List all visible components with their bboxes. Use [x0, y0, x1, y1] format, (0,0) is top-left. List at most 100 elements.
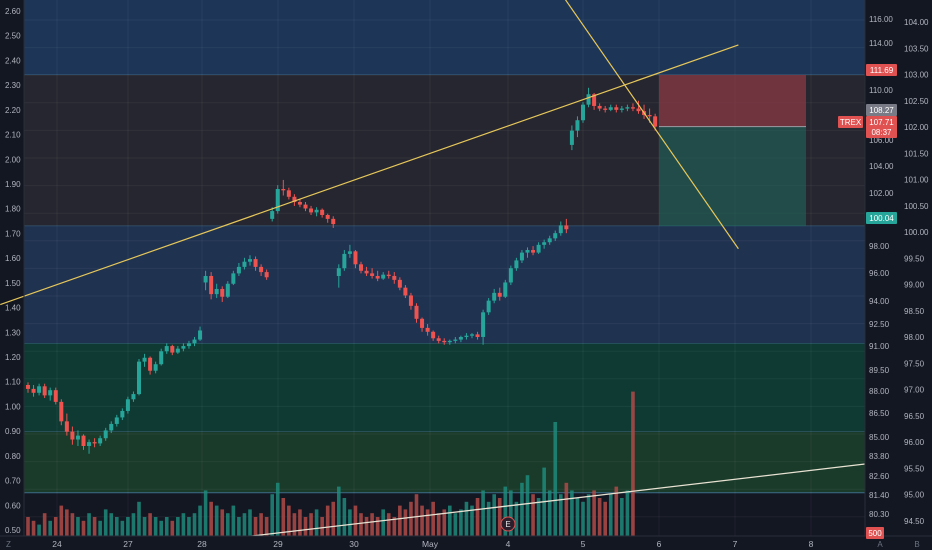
volume-bar [525, 475, 530, 536]
volume-bar [42, 513, 47, 536]
right-axis-tick: 96.00 [904, 438, 925, 447]
candle-body [87, 442, 92, 446]
stop-zone [659, 74, 806, 127]
candle-body [597, 105, 602, 109]
right-axis-tick: 94.50 [904, 517, 925, 526]
candle-body [603, 108, 608, 110]
candle-body [186, 343, 191, 347]
volume-bar [364, 517, 369, 536]
candle-body [164, 346, 169, 352]
volume-bar [303, 517, 308, 536]
volume-bar [70, 513, 75, 536]
footer-letter-a: A [877, 540, 883, 549]
candle-body [159, 351, 164, 365]
volume-bar [381, 509, 385, 536]
time-axis-bg [0, 536, 932, 550]
left-axis-tick: 2.50 [5, 32, 21, 41]
candle-body [59, 401, 64, 422]
volume-bar [492, 494, 496, 536]
tag-last-bg [866, 104, 897, 116]
candle-body [614, 107, 619, 110]
candle-body [470, 334, 474, 336]
volume-bar [325, 505, 330, 536]
candle-body [536, 244, 541, 253]
volume-bar [92, 517, 97, 536]
candle-body [458, 336, 463, 340]
volume-bar [459, 509, 463, 536]
volume-bar [614, 486, 619, 536]
volume-bar [298, 509, 302, 536]
left-axis-tick: 1.50 [5, 279, 21, 288]
right-axis-tick: 97.50 [904, 359, 925, 368]
volume-bar [142, 517, 147, 536]
candle-body [586, 94, 591, 105]
candle-body [303, 204, 308, 209]
price-axis[interactable]: 116.00 114.00 111.69 110.00 108.27 107.71 106.… [864, 0, 898, 538]
zone-band [24, 0, 865, 75]
volume-bar [192, 513, 197, 536]
volume-bar [248, 509, 252, 536]
candle-body [125, 399, 130, 411]
candle-body [619, 108, 624, 110]
volume-bar [209, 501, 213, 536]
volume-bar [137, 501, 141, 536]
volume-bar [220, 509, 225, 536]
short-position-tool[interactable] [659, 74, 806, 227]
price-axis-tick: 92.50 [869, 320, 890, 329]
tag-symbol: TREX [840, 118, 862, 127]
candle-body [220, 288, 225, 297]
volume-bar [420, 505, 424, 536]
volume-trendline [149, 463, 866, 549]
volume-bar [436, 513, 441, 536]
volume-bar [126, 517, 130, 536]
candle-body [53, 390, 58, 402]
volume-bar [153, 517, 158, 536]
time-axis[interactable]: 24 27 28 29 30 May 4 5 6 7 8 Z A B [0, 535, 932, 550]
tag-volume: 500 [868, 529, 882, 538]
volume-bar [559, 494, 563, 536]
price-axis-tick: 83.80 [869, 452, 890, 461]
candle-body [547, 238, 552, 243]
right-axis-tick: 97.00 [904, 386, 925, 395]
volume-bar [203, 490, 208, 536]
price-axis-tick: 88.00 [869, 387, 890, 396]
price-axis-bg [865, 0, 898, 536]
volume-bar [581, 501, 585, 536]
candle-body [381, 274, 386, 279]
volume-bar [359, 513, 363, 536]
volume-bar [115, 517, 119, 536]
left-axis-tick: 1.10 [5, 378, 21, 387]
candle-body [225, 283, 230, 297]
volume-bar [547, 490, 552, 536]
right-axis-tick: 95.00 [904, 491, 925, 500]
candle-body [75, 435, 80, 440]
price-axis-tick: 104.00 [869, 162, 894, 171]
candle-body [153, 364, 158, 371]
candle-body [347, 251, 352, 254]
candle-body [569, 130, 574, 145]
volume-bar [26, 517, 30, 536]
volume-bar [425, 509, 430, 536]
volume-bar [486, 501, 491, 536]
right-axis-tick: 102.50 [904, 97, 929, 106]
candle-body [70, 431, 75, 440]
candle-body [292, 196, 297, 202]
candle-body [336, 268, 341, 276]
trendlines[interactable] [0, 0, 866, 549]
volume-bar [231, 505, 236, 536]
left-axis-tick: 1.70 [5, 229, 21, 238]
volume-bar [170, 520, 175, 536]
volume-bar [348, 509, 352, 536]
volume-bar [448, 505, 452, 536]
price-axis-tick: 98.00 [869, 242, 890, 251]
earnings-marker[interactable]: E [500, 516, 516, 532]
volume-bar [597, 498, 602, 536]
left-axis-tick: 1.80 [5, 205, 21, 214]
volume-bar [570, 490, 574, 536]
volume-bar [531, 494, 535, 536]
candle-body [503, 282, 508, 297]
volume-bar [292, 513, 297, 536]
candle-body [170, 346, 175, 353]
